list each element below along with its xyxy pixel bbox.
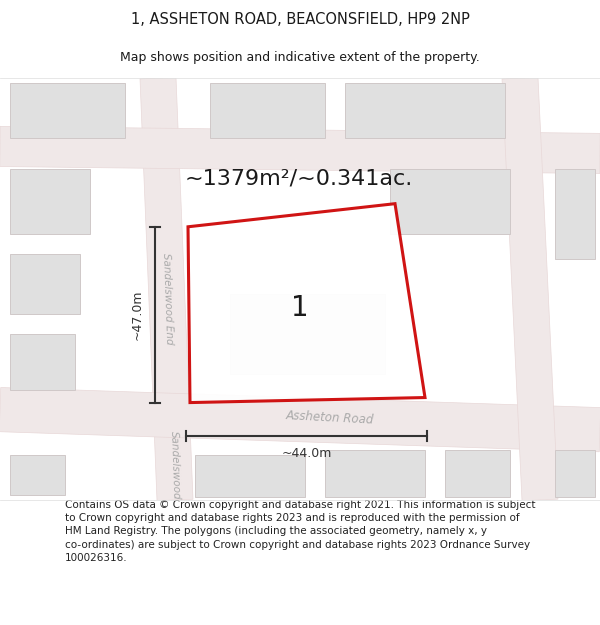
Text: Sandelswood: Sandelswood — [169, 431, 181, 499]
Text: ~1379m²/~0.341ac.: ~1379m²/~0.341ac. — [185, 169, 413, 189]
Bar — [210, 83, 325, 138]
Text: ~44.0m: ~44.0m — [281, 448, 332, 460]
Bar — [10, 334, 75, 389]
Text: 1, ASSHETON ROAD, BEACONSFIELD, HP9 2NP: 1, ASSHETON ROAD, BEACONSFIELD, HP9 2NP — [131, 12, 469, 27]
Bar — [345, 83, 505, 138]
Polygon shape — [0, 126, 600, 174]
Bar — [10, 455, 65, 495]
Bar — [555, 450, 595, 497]
Bar — [390, 169, 510, 234]
Bar — [445, 450, 510, 497]
Text: Map shows position and indicative extent of the property.: Map shows position and indicative extent… — [120, 51, 480, 64]
Text: Assheton Road: Assheton Road — [286, 409, 374, 426]
Bar — [10, 254, 80, 314]
Text: 1: 1 — [290, 294, 308, 322]
Bar — [325, 450, 425, 497]
Bar — [10, 83, 125, 138]
Polygon shape — [502, 78, 558, 501]
Polygon shape — [0, 388, 600, 452]
Polygon shape — [188, 204, 425, 402]
Polygon shape — [140, 78, 193, 501]
Bar — [10, 169, 90, 234]
Text: Sandelswood End: Sandelswood End — [161, 253, 175, 345]
Bar — [195, 455, 305, 497]
Bar — [555, 169, 595, 259]
Text: Contains OS data © Crown copyright and database right 2021. This information is : Contains OS data © Crown copyright and d… — [65, 500, 535, 562]
Text: ~47.0m: ~47.0m — [131, 289, 143, 340]
Bar — [230, 294, 385, 374]
